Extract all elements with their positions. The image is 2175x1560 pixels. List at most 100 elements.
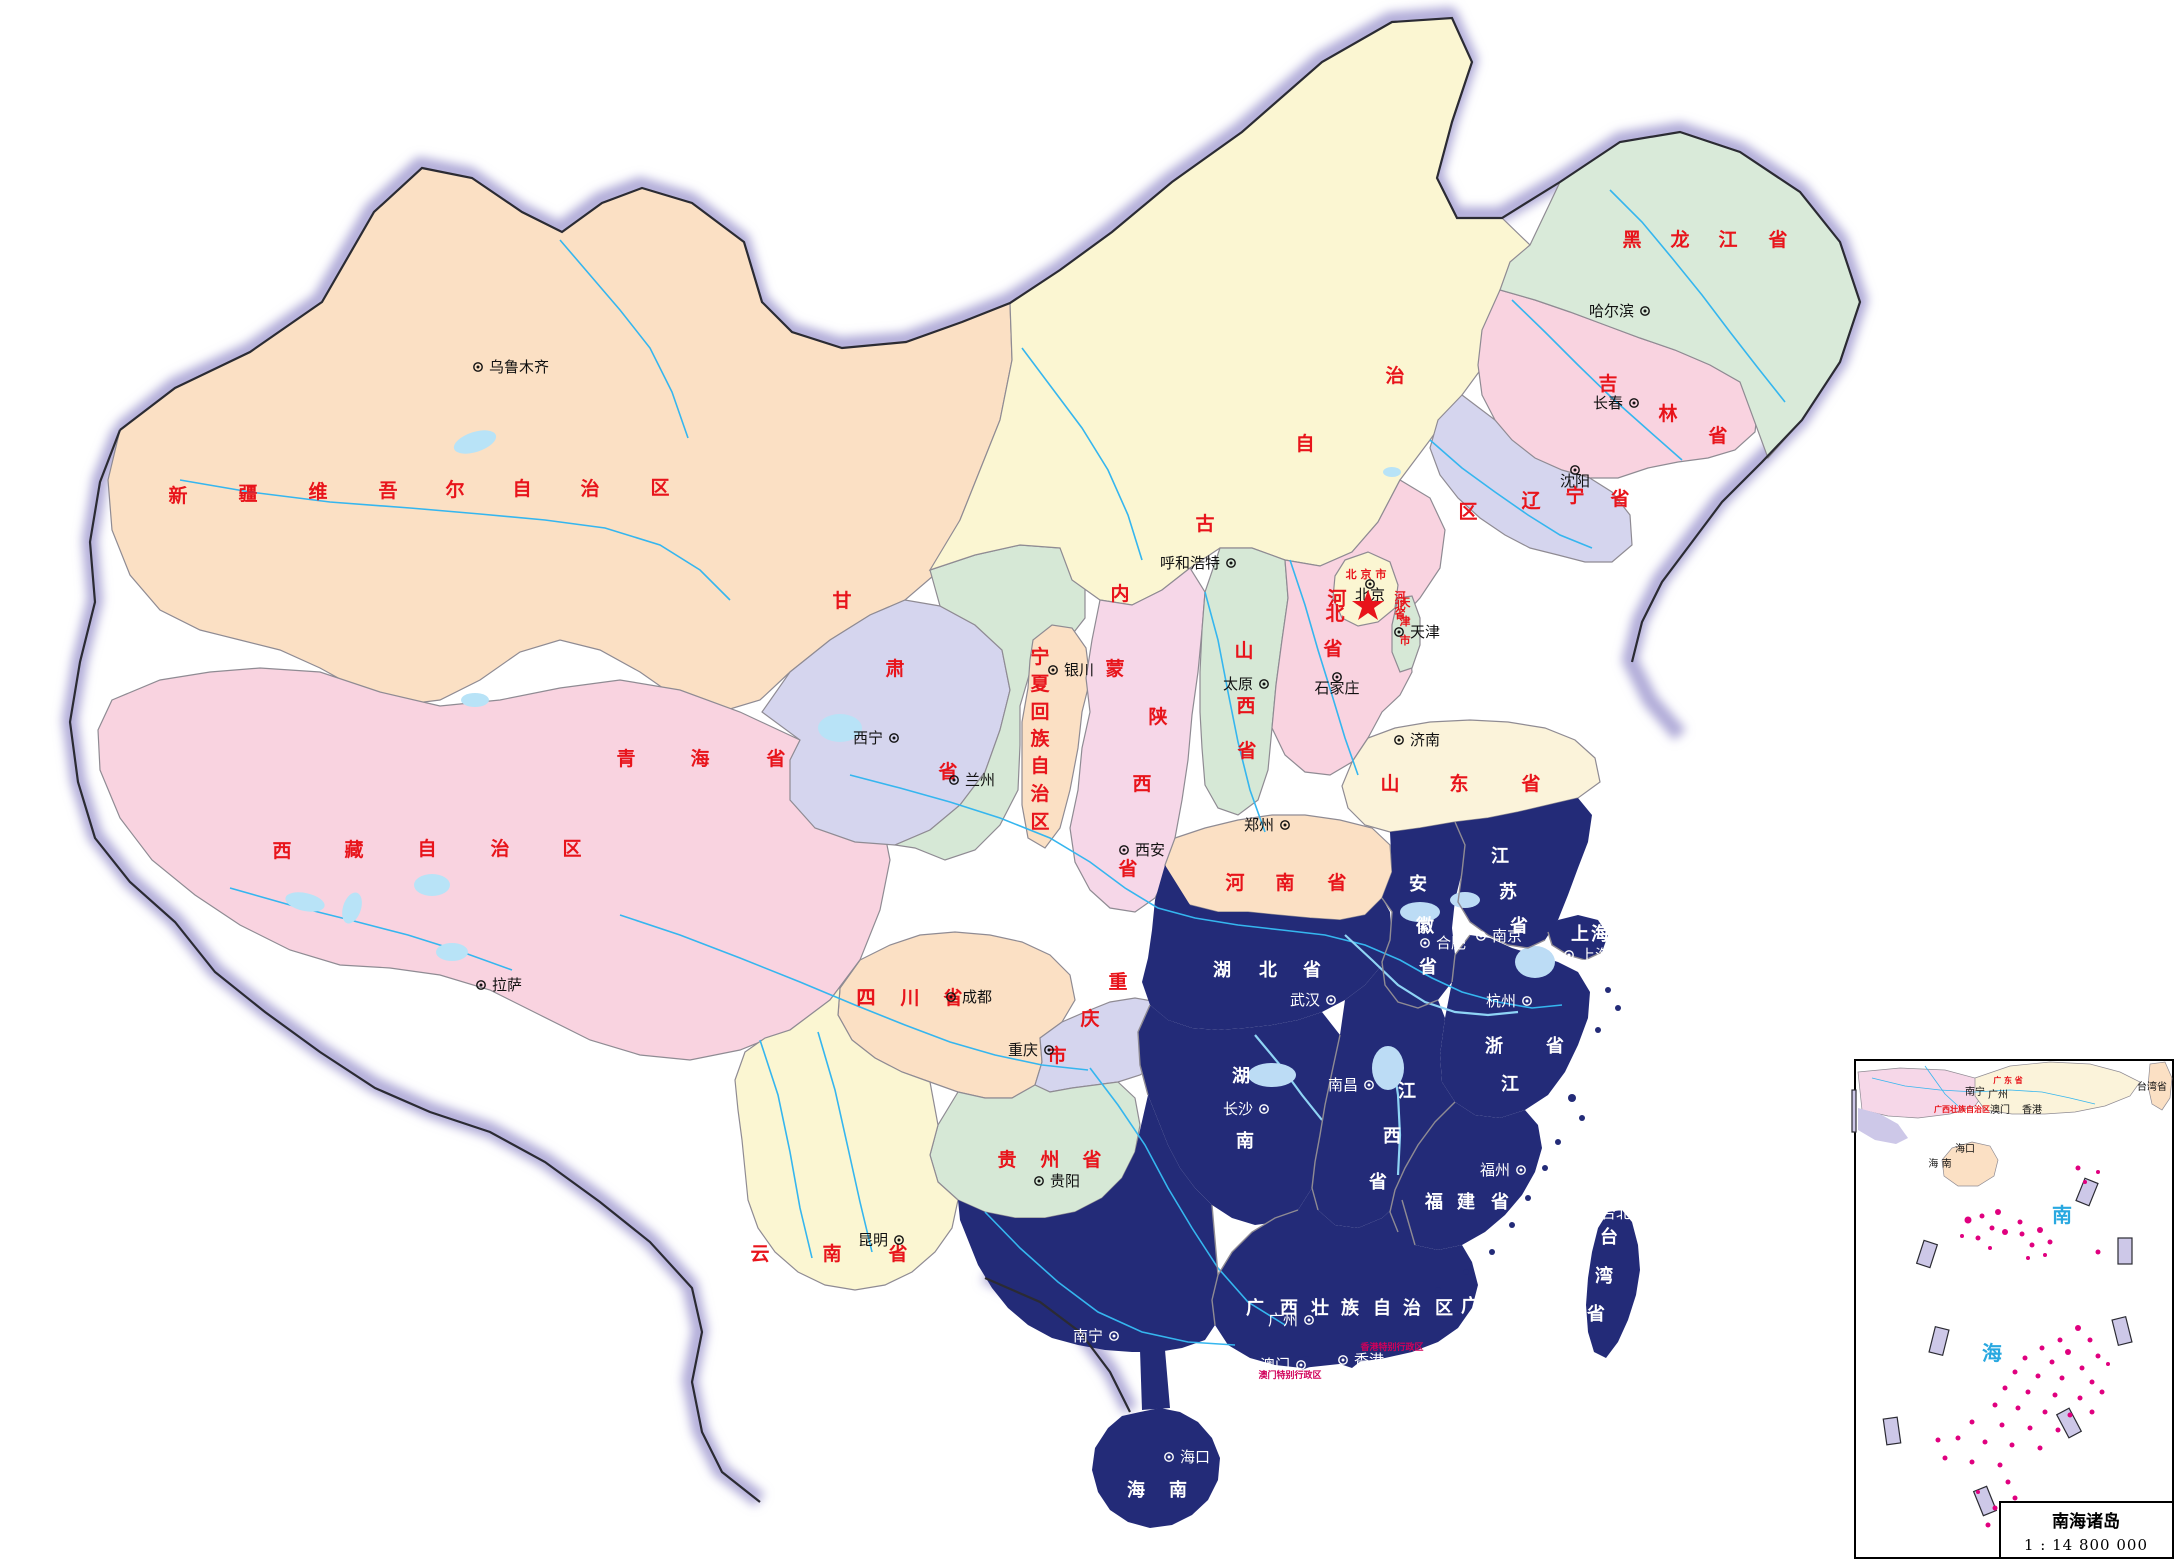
province-label: 治 bbox=[1030, 782, 1049, 805]
capital-dot bbox=[1229, 561, 1233, 565]
province-label: 山 bbox=[1234, 640, 1253, 662]
capital-ring bbox=[1119, 845, 1129, 855]
province-label: 南 bbox=[822, 1243, 841, 1265]
city-marker[interactable]: 贵阳 bbox=[1034, 1172, 1080, 1190]
province-label: 河 bbox=[1327, 588, 1346, 610]
province-jiangsu[interactable] bbox=[1455, 798, 1592, 948]
city-marker[interactable]: 昆明 bbox=[858, 1231, 904, 1249]
province-label-highlighted: 族 bbox=[1341, 1297, 1360, 1319]
city-marker[interactable]: 乌鲁木齐 bbox=[473, 358, 549, 376]
city-marker[interactable]: 银川 bbox=[1048, 661, 1094, 679]
city-marker[interactable]: 西安 bbox=[1119, 841, 1165, 859]
city-label: 太原 bbox=[1223, 675, 1253, 693]
province-label-highlighted: 省 bbox=[1552, 1295, 1571, 1317]
city-label: 济南 bbox=[1410, 731, 1440, 749]
province-label: 区 bbox=[650, 477, 669, 499]
city-marker[interactable]: 兰州 bbox=[949, 771, 995, 789]
city-marker[interactable]: 武汉 bbox=[1290, 991, 1336, 1009]
capital-ring bbox=[1611, 1197, 1621, 1207]
capital-dot bbox=[897, 1238, 901, 1242]
province-label: 新 bbox=[168, 484, 187, 507]
province-ningxia[interactable] bbox=[1021, 624, 1091, 849]
city-marker[interactable]: 澳门 bbox=[1260, 1356, 1306, 1374]
province-label: 四 bbox=[856, 987, 875, 1009]
province-yunnan[interactable] bbox=[734, 959, 959, 1291]
city-marker[interactable]: 广州 bbox=[1268, 1311, 1314, 1329]
province-label: 省 bbox=[887, 1243, 907, 1265]
city-marker[interactable]: 北京 bbox=[1355, 579, 1385, 604]
city-marker[interactable]: 南宁 bbox=[1073, 1327, 1119, 1345]
province-hubei[interactable] bbox=[1142, 865, 1392, 1030]
capital-dot bbox=[1112, 1334, 1116, 1338]
province-taiwan[interactable] bbox=[1586, 1210, 1640, 1358]
province-label: 肃 bbox=[885, 657, 904, 680]
city-marker[interactable]: 天津 bbox=[1394, 623, 1440, 641]
sar-label: 香港特别行政区 bbox=[1359, 1341, 1423, 1353]
city-marker[interactable]: 台北 bbox=[1601, 1197, 1631, 1222]
province-hunan[interactable] bbox=[1138, 1005, 1340, 1225]
province-label-highlighted: 治 bbox=[1403, 1297, 1421, 1319]
province-label: 内 bbox=[1110, 582, 1129, 605]
city-marker[interactable]: 西宁 bbox=[853, 729, 899, 747]
city-marker[interactable]: 香港 bbox=[1338, 1351, 1384, 1369]
province-shanghai[interactable] bbox=[1548, 915, 1608, 960]
city-marker[interactable]: 郑州 bbox=[1244, 816, 1290, 834]
city-label: 重庆 bbox=[1008, 1041, 1038, 1059]
city-marker[interactable]: 呼和浩特 bbox=[1160, 554, 1236, 572]
province-label: 自 bbox=[1295, 432, 1314, 455]
province-label: 自 bbox=[417, 837, 436, 860]
city-marker[interactable]: 合肥 bbox=[1420, 934, 1466, 952]
city-marker[interactable]: 沈阳 bbox=[1560, 465, 1590, 490]
city-marker[interactable]: 哈尔滨 bbox=[1589, 302, 1650, 320]
city-marker[interactable]: 长春 bbox=[1593, 394, 1639, 412]
capital-dot bbox=[1368, 582, 1372, 586]
capital-ring bbox=[1516, 1165, 1526, 1175]
city-label: 昆明 bbox=[858, 1231, 888, 1249]
city-marker[interactable]: 拉萨 bbox=[476, 976, 522, 994]
province-label: 族 bbox=[1030, 727, 1050, 750]
city-marker[interactable]: 济南 bbox=[1394, 731, 1440, 749]
capital-ring bbox=[1296, 1360, 1306, 1370]
province-label: 州 bbox=[1040, 1149, 1059, 1171]
city-marker[interactable]: 海口 bbox=[1164, 1448, 1210, 1466]
capital-dot bbox=[1283, 823, 1287, 827]
province-henan[interactable] bbox=[1164, 814, 1393, 921]
city-marker[interactable]: 上海 bbox=[1564, 946, 1610, 964]
capital-dot bbox=[1479, 934, 1483, 938]
city-label: 沈阳 bbox=[1560, 472, 1590, 490]
province-label: 疆 bbox=[238, 483, 257, 505]
capital-dot bbox=[1525, 999, 1529, 1003]
capital-dot bbox=[1335, 675, 1339, 679]
province-tianjin[interactable] bbox=[1391, 595, 1421, 673]
province-label: 川 bbox=[899, 987, 919, 1009]
province-label-highlighted: 江 bbox=[1398, 1081, 1416, 1102]
province-beijing[interactable] bbox=[1332, 551, 1399, 627]
city-marker[interactable]: 南京 bbox=[1476, 927, 1522, 945]
city-marker[interactable]: 南昌 bbox=[1328, 1076, 1374, 1094]
city-marker[interactable]: 福州 bbox=[1480, 1161, 1526, 1179]
province-fujian[interactable] bbox=[1390, 1102, 1542, 1250]
province-hainan[interactable] bbox=[1092, 1408, 1220, 1528]
highlighted-region bbox=[958, 798, 1640, 1528]
city-marker[interactable]: 太原 bbox=[1223, 675, 1269, 693]
province-label: 陕 bbox=[1148, 705, 1167, 728]
city-label: 南昌 bbox=[1328, 1076, 1358, 1094]
province-label-highlighted: 省 bbox=[1418, 956, 1437, 978]
capital-dot bbox=[1047, 1048, 1051, 1052]
capital-ring bbox=[1570, 465, 1580, 475]
city-marker[interactable]: 重庆 bbox=[1008, 1041, 1054, 1059]
city-marker[interactable]: 石家庄 bbox=[1314, 672, 1360, 697]
inset-place-label: 广西壮族自治区 bbox=[1934, 1104, 1990, 1114]
province-label: 区 bbox=[1030, 811, 1049, 833]
city-marker[interactable]: 长沙 bbox=[1223, 1100, 1269, 1118]
province-label-highlighted: 东 bbox=[1507, 1295, 1525, 1317]
city-marker[interactable]: 杭州 bbox=[1486, 992, 1532, 1010]
province-label: 省 bbox=[942, 987, 962, 1009]
province-hebei[interactable] bbox=[1271, 479, 1446, 776]
province-zhejiang[interactable] bbox=[1440, 935, 1590, 1118]
capital-dot bbox=[949, 995, 953, 999]
capital-dot bbox=[1051, 668, 1055, 672]
city-marker[interactable]: 成都 bbox=[946, 988, 992, 1006]
capital-ring bbox=[1420, 938, 1430, 948]
